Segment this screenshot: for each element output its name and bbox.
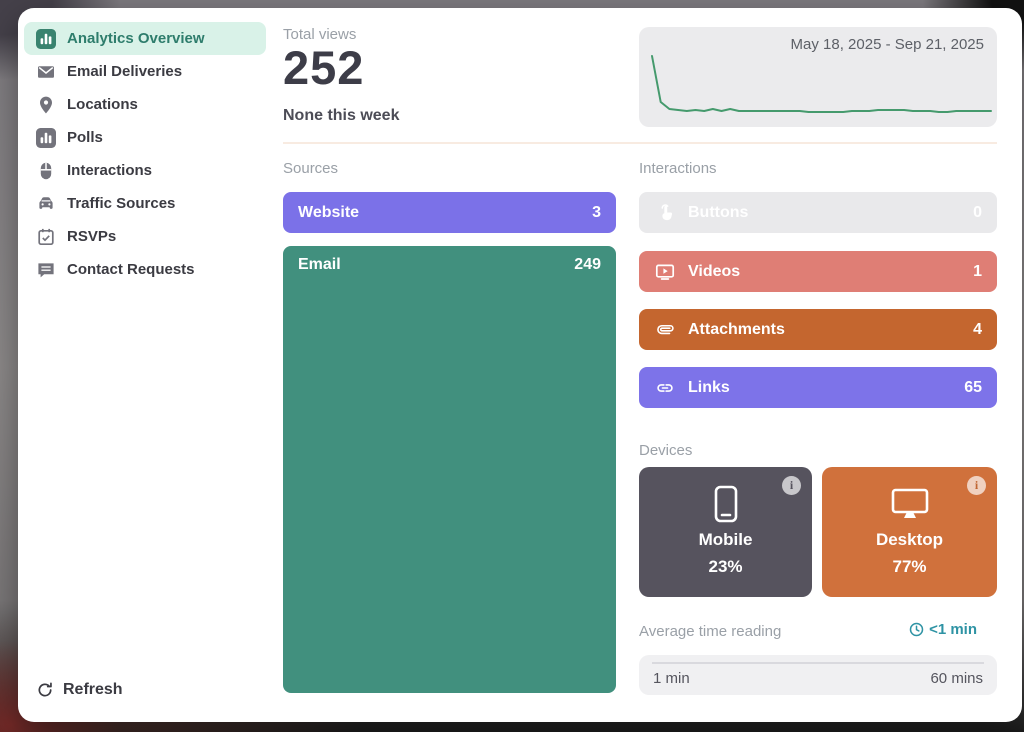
mouse-icon xyxy=(36,161,56,181)
tap-finger-icon xyxy=(654,202,676,224)
interaction-bar-videos: Videos 1 xyxy=(639,251,997,292)
avg-time-value: <1 min xyxy=(929,621,977,638)
sidebar-item-label: Contact Requests xyxy=(67,261,195,278)
scale-min-label: 1 min xyxy=(653,670,690,687)
interaction-value: 1 xyxy=(973,262,982,280)
section-divider xyxy=(283,142,997,144)
sidebar-item-label: Locations xyxy=(67,96,138,113)
info-icon[interactable]: i xyxy=(782,476,801,495)
interaction-value: 0 xyxy=(973,203,982,221)
refresh-label: Refresh xyxy=(63,681,123,698)
chat-bubble-icon xyxy=(36,260,56,280)
sidebar-item-locations[interactable]: Locations xyxy=(24,88,266,121)
sidebar-item-label: Analytics Overview xyxy=(67,30,205,47)
sidebar-item-analytics-overview[interactable]: Analytics Overview xyxy=(24,22,266,55)
total-views-value: 252 xyxy=(283,41,365,94)
device-card-desktop: i Desktop 77% xyxy=(822,467,997,597)
source-bar-website: Website 3 xyxy=(283,192,616,233)
sidebar-item-traffic-sources[interactable]: Traffic Sources xyxy=(24,187,266,220)
interaction-value: 65 xyxy=(964,378,982,396)
interactions-heading: Interactions xyxy=(639,160,717,177)
interaction-bar-attachments: Attachments 4 xyxy=(639,309,997,350)
date-range-label: May 18, 2025 - Sep 21, 2025 xyxy=(790,36,984,53)
sidebar-item-interactions[interactable]: Interactions xyxy=(24,154,266,187)
device-label: Desktop xyxy=(875,530,944,549)
total-views-label: Total views xyxy=(283,26,357,43)
info-icon[interactable]: i xyxy=(967,476,986,495)
reading-time-scale: 1 min 60 mins xyxy=(639,655,997,695)
devices-heading: Devices xyxy=(639,442,693,459)
device-card-mobile: i Mobile 23% xyxy=(639,467,812,597)
interaction-label: Links xyxy=(688,378,730,396)
interaction-bar-links: Links 65 xyxy=(639,367,997,408)
device-percentage: 77% xyxy=(892,557,927,576)
sidebar-item-email-deliveries[interactable]: Email Deliveries xyxy=(24,55,266,88)
refresh-icon xyxy=(36,681,54,699)
views-sparkline xyxy=(651,55,992,113)
smartphone-icon xyxy=(713,485,739,523)
source-value: 3 xyxy=(592,203,601,221)
chain-link-icon xyxy=(654,377,676,399)
video-player-icon xyxy=(654,261,676,283)
sidebar-item-label: Email Deliveries xyxy=(67,63,183,80)
device-label: Mobile xyxy=(698,530,753,549)
source-bar-email: Email 249 xyxy=(283,246,616,693)
source-label: Email xyxy=(298,256,341,273)
analytics-bar-chart-icon xyxy=(36,28,56,49)
interaction-value: 4 xyxy=(973,320,982,338)
device-grid: i Mobile 23% i Desktop 77% xyxy=(639,467,997,597)
sidebar-item-rsvps[interactable]: RSVPs xyxy=(24,220,266,253)
map-pin-icon xyxy=(36,95,56,115)
sidebar-item-label: Polls xyxy=(67,129,103,146)
interaction-bar-buttons: Buttons 0 xyxy=(639,192,997,233)
paperclip-icon xyxy=(654,319,676,341)
sidebar-item-polls[interactable]: Polls xyxy=(24,121,266,154)
refresh-button[interactable]: Refresh xyxy=(36,681,123,699)
analytics-modal: Analytics Overview Email Deliveries Loca… xyxy=(18,8,1022,722)
interaction-label: Videos xyxy=(688,262,741,280)
sidebar-item-label: Interactions xyxy=(67,162,153,179)
desktop-monitor-icon xyxy=(890,485,930,523)
source-value: 249 xyxy=(574,256,601,273)
interaction-label: Attachments xyxy=(688,320,785,338)
avg-time-value-group: <1 min xyxy=(909,621,977,638)
sidebar-item-label: Traffic Sources xyxy=(67,195,176,212)
sidebar-item-label: RSVPs xyxy=(67,228,117,245)
interaction-label: Buttons xyxy=(688,203,749,221)
poll-bar-chart-icon xyxy=(36,127,56,148)
sources-heading: Sources xyxy=(283,160,339,177)
scale-max-label: 60 mins xyxy=(930,670,983,687)
avg-time-heading: Average time reading xyxy=(639,623,782,640)
envelope-icon xyxy=(36,62,56,82)
total-views-subtext: None this week xyxy=(283,107,400,124)
source-label: Website xyxy=(298,203,360,221)
calendar-check-icon xyxy=(36,227,56,247)
device-percentage: 23% xyxy=(708,557,743,576)
car-icon xyxy=(36,194,56,214)
clock-icon xyxy=(909,622,924,637)
scale-track xyxy=(652,662,984,664)
views-sparkline-card: May 18, 2025 - Sep 21, 2025 xyxy=(639,27,997,127)
sidebar-item-contact-requests[interactable]: Contact Requests xyxy=(24,253,266,286)
sidebar: Analytics Overview Email Deliveries Loca… xyxy=(24,22,266,286)
